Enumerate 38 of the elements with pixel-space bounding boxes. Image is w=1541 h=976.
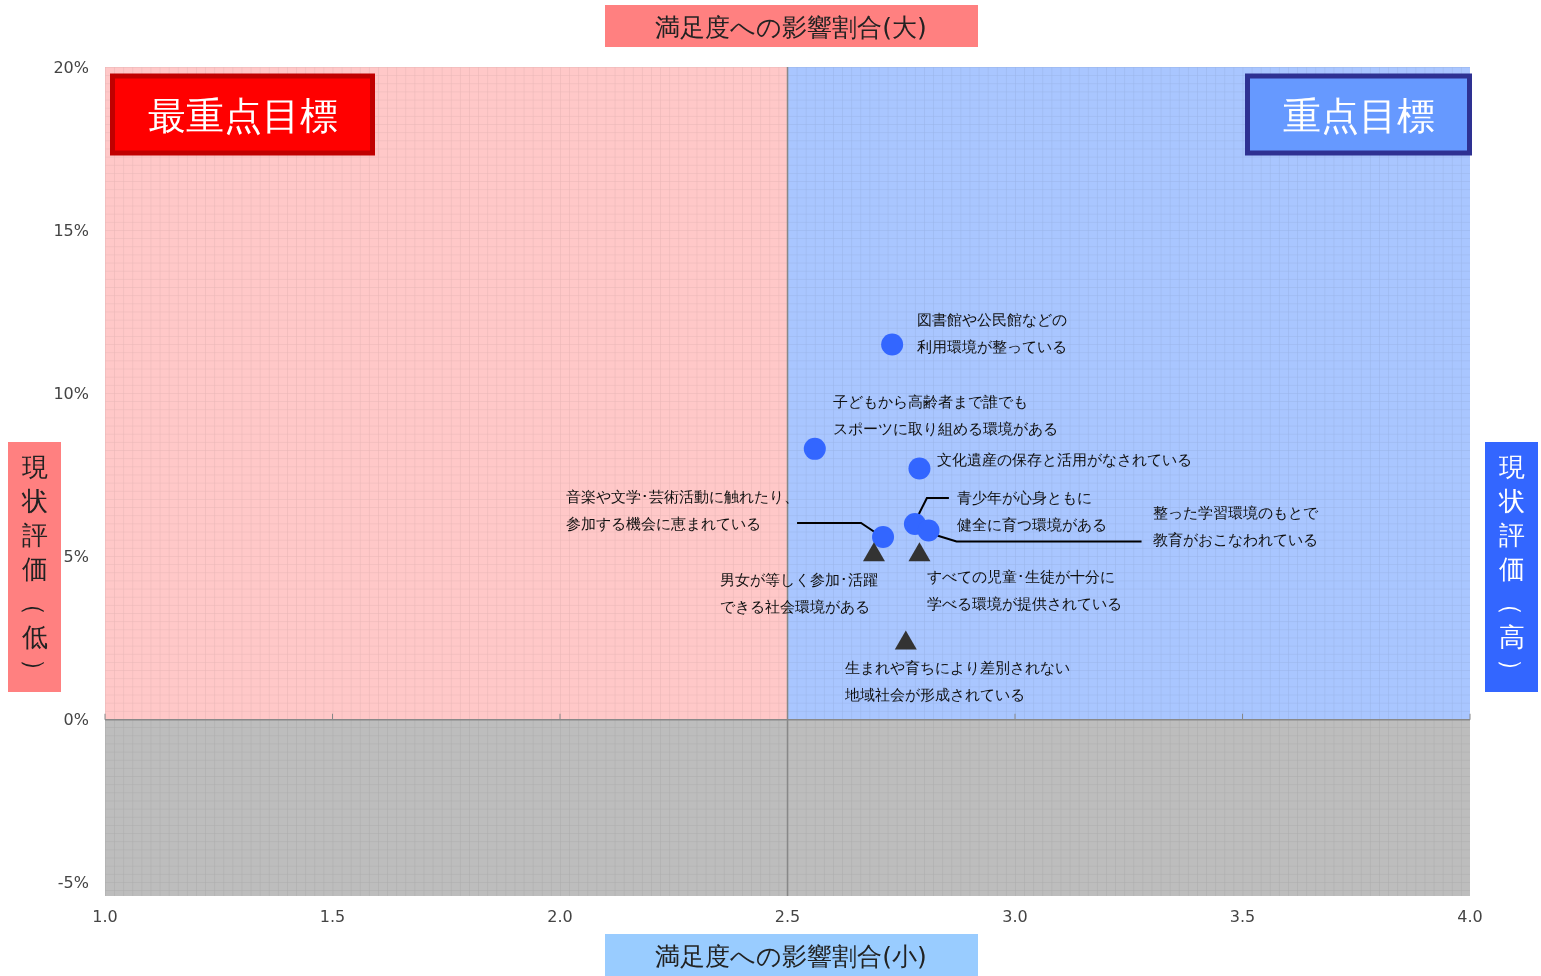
- point: [908, 457, 931, 480]
- right-axis-title: 現状評価（高）: [1485, 442, 1538, 692]
- y-tick-label: -5%: [57, 873, 89, 893]
- band-label: 重点目標: [1282, 94, 1435, 138]
- x-tick-label: 4.0: [1457, 906, 1483, 926]
- point: [881, 333, 904, 356]
- annotation: 男女が等しく参加･活躍できる社会環境がある: [719, 571, 878, 617]
- annotation: 青少年が心身ともに健全に育つ環境がある: [956, 488, 1107, 534]
- x-tick-label: 1.0: [92, 906, 118, 926]
- annotation: 子どもから高齢者まで誰でもスポーツに取り組める環境がある: [832, 392, 1058, 438]
- band-label: 最重点目標: [147, 94, 338, 138]
- chart-title: 満足度への影響割合(大): [655, 12, 927, 42]
- x-axis-title: 満足度への影響割合(小): [655, 941, 927, 971]
- y-tick-label: 5%: [63, 547, 89, 567]
- x-tick-label: 2.5: [774, 906, 801, 926]
- y-tick-label: 20%: [53, 57, 89, 77]
- point: [917, 519, 940, 542]
- x-tick-label: 1.5: [319, 906, 346, 926]
- annotation: 生まれや育ちにより差別されない地域社会が形成されている: [843, 659, 1070, 705]
- point: [803, 437, 826, 460]
- annotation: 音楽や文学･芸術活動に触れたり、参加する機会に恵まれている: [566, 487, 800, 533]
- x-tick-label: 3.0: [1002, 906, 1028, 926]
- annotation: 図書館や公民館などの利用環境が整っている: [917, 311, 1068, 357]
- y2-axis-title: 現状評価（高）: [1496, 452, 1527, 684]
- point: [872, 525, 895, 548]
- annotation: すべての児童･生徒が十分に学べる環境が提供されている: [927, 568, 1123, 614]
- y-tick-label: 10%: [53, 383, 89, 403]
- y-tick-label: 15%: [53, 220, 89, 240]
- left-axis-title: 現状評価（低）: [8, 442, 61, 692]
- annotation: 整った学習環境のもとで教育がおこなわれている: [1152, 504, 1319, 550]
- point: [894, 630, 917, 650]
- y-axis-title: 現状評価（低）: [19, 452, 50, 684]
- point: [908, 542, 931, 562]
- annotation: 文化遺産の保存と活用がなされている: [937, 451, 1193, 470]
- y-tick-label: 0%: [63, 710, 89, 730]
- point: [862, 542, 885, 562]
- x-tick-label: 3.5: [1229, 906, 1256, 926]
- x-tick-label: 2.0: [547, 906, 573, 926]
